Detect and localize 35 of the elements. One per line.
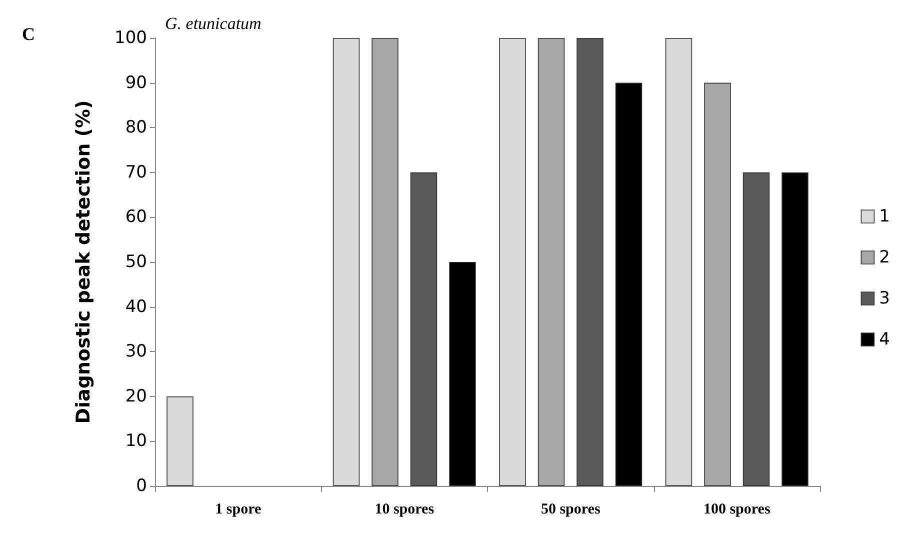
bar xyxy=(538,38,565,486)
x-tick-label: 100 spores xyxy=(703,502,770,518)
y-tick-label: 10 xyxy=(125,431,147,452)
legend-label: 1 xyxy=(879,206,890,226)
bar xyxy=(665,38,692,486)
y-tick-label: 50 xyxy=(125,252,147,272)
bar xyxy=(372,38,398,486)
y-axis-title: Diagnostic peak detection (%) xyxy=(72,100,94,424)
bar xyxy=(166,396,194,486)
x-tick-label: 1 spore xyxy=(215,502,262,518)
x-tick-label: 50 spores xyxy=(540,502,600,518)
y-tick-label: 20 xyxy=(125,386,147,406)
y-tick-label: 80 xyxy=(125,118,147,138)
y-tick-label: 70 xyxy=(125,162,147,182)
x-tick-label: 10 spores xyxy=(374,502,434,518)
chart-title: G. etunicatum xyxy=(165,14,262,33)
y-tick-label: 90 xyxy=(125,72,147,93)
bar xyxy=(782,172,808,486)
bar xyxy=(410,172,438,486)
bar xyxy=(704,82,731,486)
bar xyxy=(499,38,526,486)
legend-label: 2 xyxy=(879,248,890,268)
y-tick-label: 40 xyxy=(125,296,147,317)
legend-label: 3 xyxy=(879,288,890,308)
legend-label: 4 xyxy=(879,330,890,350)
bar xyxy=(615,82,642,486)
bar xyxy=(332,38,360,486)
y-tick-label: 0 xyxy=(136,476,147,496)
y-tick-label: 30 xyxy=(125,342,147,362)
bar xyxy=(742,172,770,486)
y-tick-label: 60 xyxy=(125,207,147,228)
text: C xyxy=(22,24,35,44)
bar xyxy=(449,262,476,486)
bar xyxy=(576,38,604,486)
y-tick-label: 100 xyxy=(114,28,147,48)
